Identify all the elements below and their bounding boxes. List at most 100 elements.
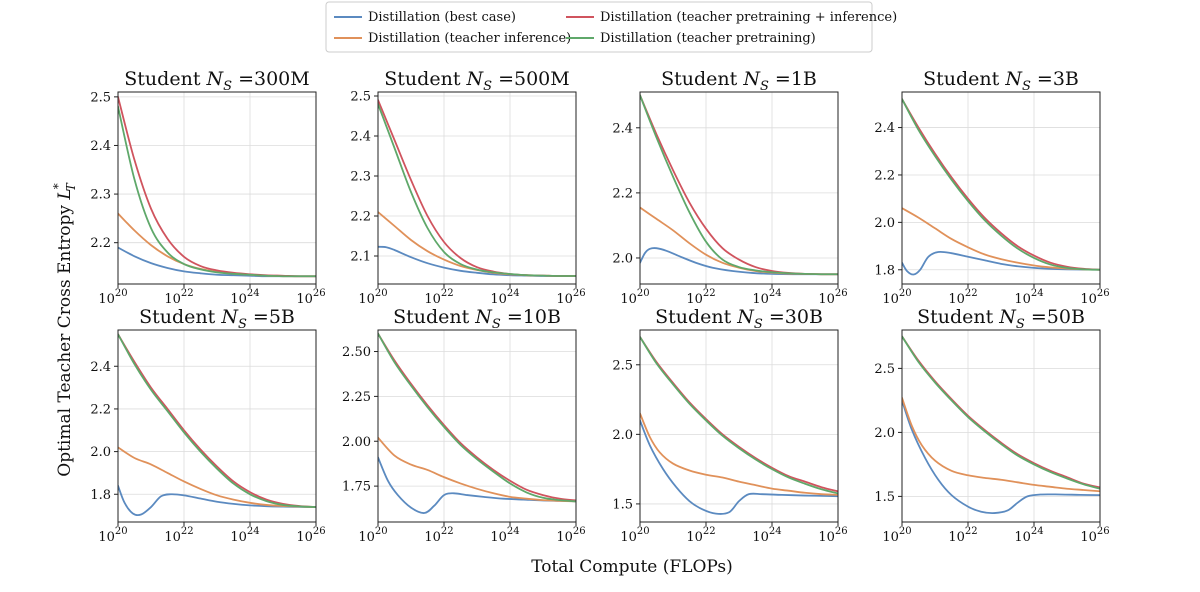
- subplot-title-prefix: Student: [923, 68, 1005, 90]
- series-line-distillation-teacher-pretraining-inference: [378, 99, 576, 277]
- series-line-distillation-best-case: [378, 456, 576, 514]
- x-tick-base: 10: [556, 530, 573, 545]
- y-tick-label: 2.1: [350, 250, 371, 265]
- y-tick-label: 2.2: [90, 236, 111, 251]
- x-axis-label: Total Compute (FLOPs): [531, 557, 733, 577]
- x-tick-exponent: 26: [1097, 526, 1110, 537]
- subplot-title-prefix: Student: [917, 306, 999, 328]
- x-tick-label: 1022: [424, 288, 453, 307]
- x-tick-base: 10: [98, 292, 115, 307]
- subplot-title: Student NS =300M: [124, 68, 309, 94]
- x-tick-base: 10: [818, 530, 835, 545]
- y-tick-label: 2.4: [90, 139, 111, 154]
- subplot-title-value: =300M: [232, 68, 310, 90]
- x-tick-exponent: 20: [115, 288, 128, 299]
- subplot-title: Student NS =1B: [661, 68, 817, 94]
- x-tick-label: 1024: [1014, 288, 1043, 307]
- x-tick-exponent: 22: [703, 526, 716, 537]
- y-tick-label: 2.2: [612, 186, 633, 201]
- subplot-title-symbol: N: [736, 306, 755, 328]
- subplot-title: Student NS =30B: [655, 306, 823, 332]
- subplot-title-symbol: N: [206, 68, 225, 90]
- plot-frame: [117, 91, 317, 285]
- subplot-title-subscript: S: [492, 317, 501, 332]
- subplot-title-symbol: N: [466, 68, 485, 90]
- x-tick-label: 1026: [818, 288, 847, 307]
- y-tick-label: 2.0: [612, 251, 633, 266]
- y-tick-label: 2.0: [612, 428, 633, 443]
- x-tick-exponent: 24: [769, 526, 782, 537]
- x-tick-base: 10: [230, 530, 247, 545]
- x-tick-base: 10: [948, 292, 965, 307]
- y-tick-label: 2.25: [342, 390, 371, 405]
- x-tick-exponent: 22: [441, 526, 454, 537]
- x-tick-label: 1020: [358, 288, 387, 307]
- x-tick-exponent: 20: [115, 526, 128, 537]
- subplot-title-prefix: Student: [139, 306, 221, 328]
- y-tick-label: 2.5: [874, 362, 895, 377]
- series-group: [118, 333, 316, 517]
- series-line-distillation-teacher-pretraining-inference: [118, 95, 316, 278]
- subplot-title-value: =3B: [1031, 68, 1079, 90]
- x-tick-base: 10: [424, 530, 441, 545]
- plot-frame: [901, 329, 1101, 523]
- x-tick-exponent: 22: [965, 526, 978, 537]
- series-line-distillation-best-case: [640, 247, 838, 276]
- x-tick-base: 10: [98, 530, 115, 545]
- series-line-distillation-teacher-pretraining-inference: [640, 336, 838, 493]
- subplot-title-symbol: N: [220, 306, 239, 328]
- subplot-title-prefix: Student: [655, 306, 737, 328]
- x-tick-label: 1026: [556, 526, 585, 545]
- x-tick-base: 10: [1080, 530, 1097, 545]
- x-tick-base: 10: [686, 292, 703, 307]
- x-tick-label: 1026: [1080, 526, 1109, 545]
- x-tick-exponent: 22: [965, 288, 978, 299]
- y-tick-label: 2.3: [90, 188, 111, 203]
- x-tick-base: 10: [818, 292, 835, 307]
- subplot-6: 1020 1022 1024 10261.752.002.252.50Student …: [342, 306, 586, 545]
- y-tick-label: 2.5: [612, 358, 633, 373]
- plot-frame: [377, 91, 577, 285]
- x-tick-label: 1022: [424, 526, 453, 545]
- series-line-distillation-teacher-pretraining-inference: [640, 94, 838, 276]
- series-group: [640, 94, 838, 276]
- series-group: [640, 336, 838, 515]
- subplot-title-symbol: N: [998, 306, 1017, 328]
- series-line-distillation-teacher-pretraining: [118, 105, 316, 278]
- x-tick-label: 1020: [98, 526, 127, 545]
- series-line-distillation-best-case: [378, 245, 576, 277]
- x-tick-label: 1022: [686, 526, 715, 545]
- legend-label-best-case: Distillation (best case): [368, 10, 516, 25]
- x-tick-exponent: 26: [1097, 288, 1110, 299]
- x-tick-label: 1024: [752, 526, 781, 545]
- series-line-distillation-teacher-inference: [118, 446, 316, 508]
- subplot-title-prefix: Student: [124, 68, 206, 90]
- y-tick-label: 2.4: [612, 121, 633, 136]
- x-tick-exponent: 24: [1031, 526, 1044, 537]
- x-tick-exponent: 20: [375, 526, 388, 537]
- x-tick-exponent: 24: [1031, 288, 1044, 299]
- x-tick-exponent: 26: [573, 288, 586, 299]
- legend-label-teacher-pretraining: Distillation (teacher pretraining): [600, 31, 816, 46]
- subplot-title-prefix: Student: [384, 68, 466, 90]
- x-tick-base: 10: [358, 530, 375, 545]
- y-tick-label: 2.0: [90, 445, 111, 460]
- x-tick-label: 1022: [948, 288, 977, 307]
- x-tick-base: 10: [230, 292, 247, 307]
- legend-label-teacher-inference: Distillation (teacher inference): [368, 31, 571, 46]
- x-tick-label: 1024: [230, 288, 259, 307]
- subplot-title-subscript: S: [754, 317, 763, 332]
- x-tick-exponent: 22: [441, 288, 454, 299]
- x-tick-exponent: 26: [313, 526, 326, 537]
- y-tick-label: 1.8: [874, 263, 895, 278]
- x-tick-exponent: 20: [899, 288, 912, 299]
- series-line-distillation-teacher-inference: [902, 396, 1100, 493]
- series-group: [118, 95, 316, 278]
- y-tick-label: 1.5: [874, 490, 895, 505]
- x-tick-label: 1020: [358, 526, 387, 545]
- plot-frame: [901, 91, 1101, 285]
- plot-frame: [117, 329, 317, 523]
- y-tick-label: 2.5: [350, 90, 371, 105]
